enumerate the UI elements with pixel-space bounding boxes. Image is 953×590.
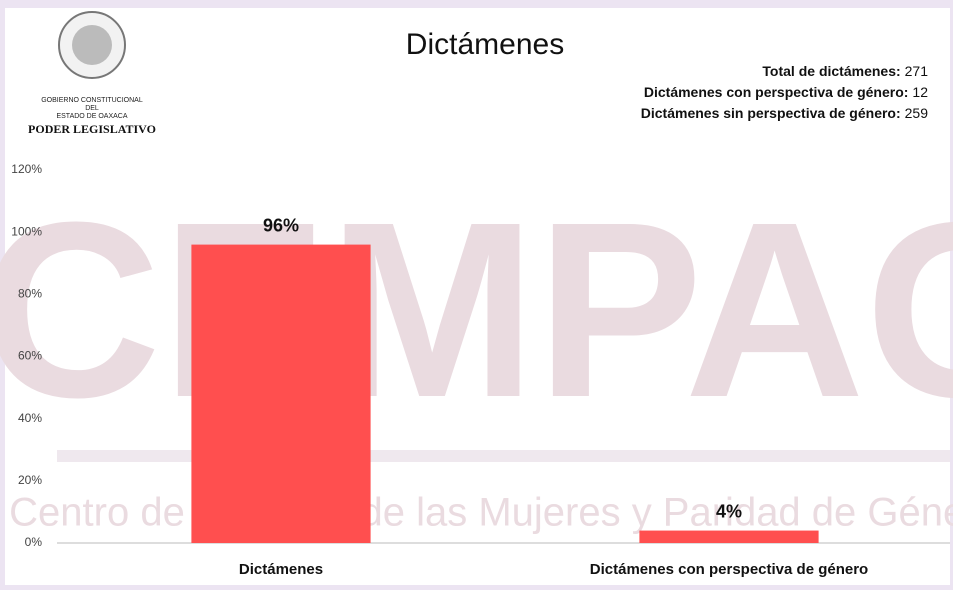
logo-line: DEL	[85, 105, 99, 112]
bar	[639, 531, 818, 543]
watermark-acronym: CEMPAG	[0, 170, 953, 449]
x-tick-label: Dictámenes con perspectiva de género	[590, 561, 868, 578]
value-label: 4%	[716, 501, 742, 521]
x-tick-label: Dictámenes	[239, 561, 323, 578]
y-tick-label: 0%	[25, 535, 43, 549]
y-tick-label: 100%	[11, 224, 42, 238]
stat-label: Dictámenes con perspectiva de género:	[644, 84, 909, 100]
stat-label: Total de dictámenes:	[762, 63, 900, 79]
y-tick-label: 80%	[18, 287, 42, 301]
logo-line: ESTADO DE OAXACA	[56, 113, 127, 120]
stat-label: Dictámenes sin perspectiva de género:	[641, 105, 901, 121]
watermark-band	[57, 450, 950, 462]
y-tick-label: 40%	[18, 411, 42, 425]
stat-value: 12	[912, 84, 928, 100]
chart: CEMPAG Centro de Estudios de las Mujeres…	[0, 0, 953, 590]
logo-line: GOBIERNO CONSTITUCIONAL	[41, 97, 143, 104]
watermark-name: Centro de Estudios de las Mujeres y Pari…	[9, 491, 953, 535]
stat-value: 259	[905, 105, 929, 121]
y-tick-label: 20%	[18, 473, 42, 487]
value-label: 96%	[263, 215, 299, 235]
chart-title: Dictámenes	[406, 28, 564, 61]
y-tick-label: 60%	[18, 349, 42, 363]
bar	[191, 245, 370, 543]
page: {"chart_data": {"type": "bar", "title": …	[0, 0, 953, 590]
stat: Dictámenes con perspectiva de género:12	[644, 84, 928, 100]
y-tick-label: 120%	[11, 162, 42, 176]
stat: Dictámenes sin perspectiva de género:259	[641, 105, 928, 121]
logo-org: PODER LEGISLATIVO	[28, 122, 156, 136]
logo-emblem-core	[72, 25, 112, 65]
stat-value: 271	[905, 63, 929, 79]
